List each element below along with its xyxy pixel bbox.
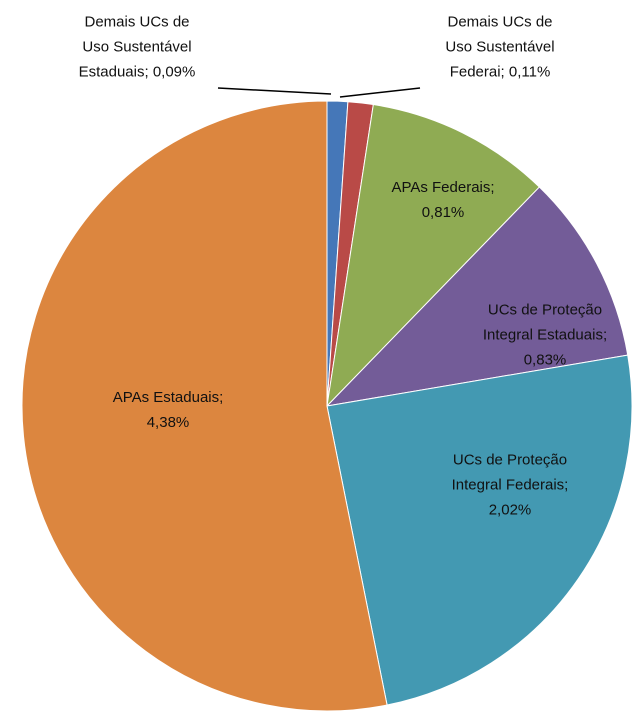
data-label: UCs de Proteção Integral Estaduais; 0,83… [475, 298, 615, 373]
pie-slice [325, 186, 629, 407]
data-label: APAs Federais; 0,81% [381, 175, 506, 225]
slices [21, 100, 633, 712]
value-label: 0,83% [523, 351, 567, 369]
data-label: UCs de Proteção Integral Federais; 2,02% [435, 448, 585, 523]
pie-slice [326, 103, 541, 408]
value-label: 4,38% [146, 414, 190, 431]
value-label: 0,09% [152, 63, 196, 81]
pie-slice [21, 100, 388, 712]
leader-line [217, 87, 332, 95]
category-label: UCs de Proteção Integral Estaduais; [482, 301, 608, 344]
value-label: 2,02% [488, 501, 532, 519]
category-label: Demais UCs de Uso Sustentável Estaduais; [78, 13, 192, 81]
value-label: 0,81% [421, 204, 465, 221]
category-label: APAs Federais; [391, 179, 495, 196]
data-label: APAs Estaduais; 4,38% [103, 385, 233, 435]
value-label: 0,11% [508, 63, 551, 81]
category-label: UCs de Proteção Integral Federais; [451, 451, 569, 494]
data-label: Demais UCs de Uso Sustentável Estaduais;… [71, 10, 203, 85]
category-label: APAs Estaduais; [112, 389, 224, 406]
pie-slice [326, 354, 633, 706]
category-label: Demais UCs de Uso Sustentável Federai; [445, 13, 555, 81]
leader-line [339, 87, 421, 98]
data-label: Demais UCs de Uso Sustentável Federai; 0… [434, 10, 566, 85]
